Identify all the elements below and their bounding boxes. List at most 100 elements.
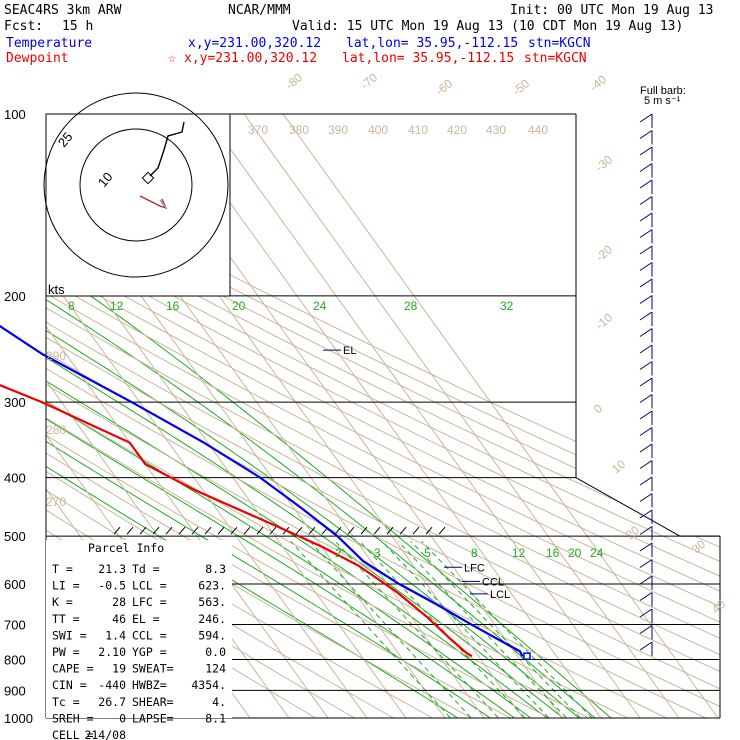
theta-label: 410 <box>408 123 428 137</box>
barb-legend-line1: Full barb: <box>640 85 686 97</box>
moist-adiabat-line <box>46 267 564 718</box>
theta-label: 440 <box>528 123 548 137</box>
wind-barb-flag <box>639 575 653 585</box>
wind-barb-flag <box>639 328 653 337</box>
parcel-key: Td = <box>132 562 160 576</box>
level-tick <box>438 526 446 535</box>
parcel-key: CELL = <box>52 728 94 740</box>
dry-adiabat-line <box>46 114 720 718</box>
pressure-tick-label: 300 <box>4 395 26 410</box>
mixing-ratio-line <box>309 541 484 718</box>
dewpoint-profile <box>0 384 473 658</box>
hodograph-frame <box>45 113 231 297</box>
dry-adiabat-line <box>46 114 655 718</box>
wind-barb-flag <box>639 229 653 238</box>
moist-adiabat-line <box>46 267 549 718</box>
moist-adiabat-line <box>46 267 533 718</box>
pressure-tick-label: 100 <box>4 107 26 122</box>
wind-barb-flag <box>639 608 653 618</box>
wind-barb-flag <box>639 427 653 436</box>
wind-barb-flag <box>639 344 653 354</box>
wind-barb-flag <box>639 559 653 568</box>
parcel-key: CIN = <box>52 678 87 692</box>
dry-adiabat-line <box>46 114 720 718</box>
parcel-value: 0.0 <box>205 645 226 659</box>
pressure-tick-label: 800 <box>4 652 26 667</box>
wind-barb-flag <box>639 311 653 321</box>
parcel-value: 594. <box>198 628 226 642</box>
isotherm-line <box>46 114 416 718</box>
parcel-value: 26.7 <box>98 695 126 709</box>
level-tick <box>204 526 212 535</box>
level-tick <box>347 526 355 535</box>
level-tick <box>165 526 173 535</box>
wind-barb-flag <box>639 163 653 172</box>
level-tick <box>178 526 186 535</box>
level-tick <box>360 526 368 535</box>
theta-label: 380 <box>289 123 309 137</box>
parcel-key: SWEAT= <box>132 662 174 676</box>
wind-barb-flag <box>639 361 653 370</box>
parcel-key: LI = <box>52 579 80 593</box>
mixing-ratio-label: 16 <box>166 299 180 313</box>
dry-adiabat-line <box>46 114 720 718</box>
pressure-tick-label: 400 <box>4 471 26 486</box>
parcel-value: 8.3 <box>205 562 226 576</box>
parcel-value: -0.5 <box>98 579 126 593</box>
level-tick <box>113 526 121 535</box>
theta-side-label: 280 <box>46 423 66 437</box>
dry-adiabat-line <box>46 114 720 718</box>
parcel-key: YGP = <box>132 645 167 659</box>
mixing-ratio-label: 20 <box>568 546 582 560</box>
mixing-ratio-label: 24 <box>590 546 604 560</box>
level-tick <box>295 526 303 535</box>
isotherm-label: -30 <box>593 152 616 174</box>
level-tick <box>126 526 134 535</box>
moist-adiabat-line <box>46 267 611 718</box>
level-tick <box>139 526 147 535</box>
wind-barb-flag <box>639 196 653 205</box>
parcel-value: 19 <box>112 662 126 676</box>
mixing-ratio-label: 2 <box>335 546 342 560</box>
wind-barb-flag <box>639 295 653 304</box>
level-tick <box>373 526 381 535</box>
parcel-key: T = <box>52 562 73 576</box>
theta-label: 400 <box>368 123 388 137</box>
level-tick <box>256 526 264 535</box>
wind-barb-flag <box>639 410 653 420</box>
mixing-ratio-label: 8 <box>68 299 75 313</box>
wind-barb-flag <box>639 542 653 552</box>
parcel-value: -440 <box>98 678 126 692</box>
mixing-ratio-label: 28 <box>404 299 418 313</box>
wind-barb-flag <box>639 262 653 271</box>
parcel-value: 4354. <box>191 678 226 692</box>
isotherm-line <box>223 114 689 718</box>
theta-label: 430 <box>486 123 506 137</box>
isotherm-line <box>184 114 650 718</box>
parcel-value: 563. <box>198 595 226 609</box>
isotherm-label: 0 <box>591 401 605 416</box>
level-tick <box>412 526 420 535</box>
parcel-key: CCL = <box>132 628 167 642</box>
pressure-tick-label: 700 <box>4 617 26 632</box>
hodograph-trace-mid <box>159 199 167 209</box>
isotherm-line <box>46 114 338 718</box>
wind-barb-flag <box>639 592 653 601</box>
parcel-value: 124 <box>205 662 226 676</box>
wind-barb-flag <box>639 476 653 486</box>
hodograph-ring-outer <box>43 92 229 278</box>
isotherm-label: -10 <box>593 310 616 332</box>
pressure-tick-label: 200 <box>4 289 26 304</box>
parcel-key: PW = <box>52 645 80 659</box>
level-tick <box>152 526 160 535</box>
dry-adiabat-line <box>46 114 720 718</box>
dry-adiabat-line <box>46 114 694 718</box>
isotherm-label: -40 <box>587 72 610 94</box>
theta-label: 370 <box>248 123 268 137</box>
pressure-tick-label: 500 <box>4 529 26 544</box>
wind-barb-flag <box>639 179 653 189</box>
wind-barb-flag <box>639 278 653 288</box>
mixing-ratio-label: 5 <box>424 546 431 560</box>
parcel-info-title: Parcel Info <box>88 541 164 555</box>
